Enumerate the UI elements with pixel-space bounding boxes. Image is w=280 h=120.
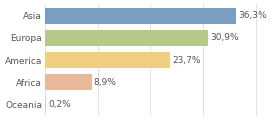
Text: 23,7%: 23,7% (172, 55, 200, 65)
Text: 30,9%: 30,9% (210, 33, 239, 42)
Text: 0,2%: 0,2% (48, 100, 71, 109)
Bar (45, 52, 170, 68)
Bar (45, 96, 46, 112)
Bar (45, 74, 92, 90)
Text: 8,9%: 8,9% (94, 78, 117, 87)
Bar (45, 30, 208, 46)
Bar (45, 8, 236, 24)
Text: 36,3%: 36,3% (238, 11, 267, 20)
